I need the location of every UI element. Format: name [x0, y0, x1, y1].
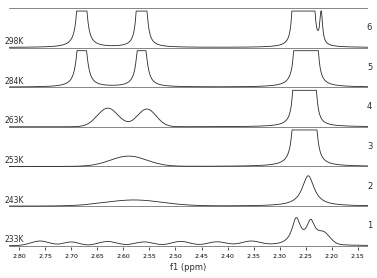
Text: 3: 3 — [367, 142, 372, 151]
Text: 233K: 233K — [5, 235, 24, 244]
Text: 298K: 298K — [5, 37, 24, 46]
Text: 4: 4 — [367, 103, 372, 111]
Text: 2: 2 — [367, 182, 372, 191]
Text: 5: 5 — [367, 63, 372, 72]
Text: 284K: 284K — [5, 77, 24, 86]
Text: 253K: 253K — [5, 156, 24, 165]
Text: 1: 1 — [367, 221, 372, 230]
X-axis label: f1 (ppm): f1 (ppm) — [170, 264, 207, 272]
Text: 263K: 263K — [5, 116, 24, 125]
Text: 243K: 243K — [5, 196, 24, 205]
Text: 6: 6 — [367, 23, 372, 32]
